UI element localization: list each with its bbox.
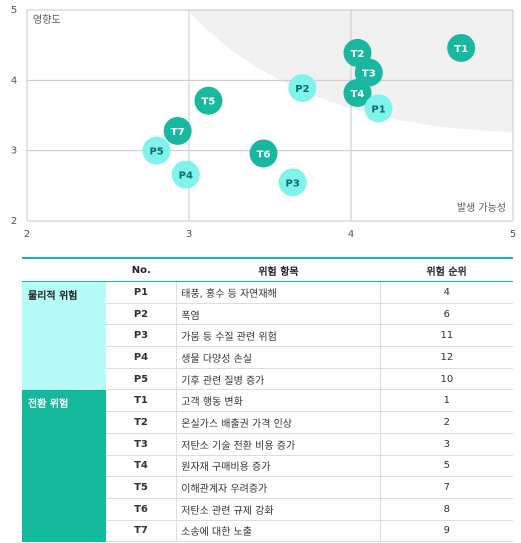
risk-rank: 10 — [379, 368, 513, 391]
risk-item: 저탄소 기술 전환 비용 증가 — [176, 433, 381, 456]
risk-rank: 9 — [379, 520, 513, 543]
point — [163, 116, 192, 145]
risk-item: 온실가스 배출권 가격 인상 — [176, 411, 381, 434]
risk-item: 생물 다양성 손실 — [176, 346, 381, 369]
risk-item: 소송에 대한 노출 — [176, 520, 381, 543]
risk-rank: 2 — [379, 411, 513, 434]
risk-rank: 7 — [379, 476, 513, 499]
risk-item: 폭염 — [176, 303, 381, 326]
table-row: T3 저탄소 기술 전환 비용 증가 3 — [22, 433, 513, 456]
risk-no: P5 — [105, 368, 177, 391]
risk-no: P3 — [105, 324, 177, 348]
risk-rank: 12 — [379, 346, 513, 369]
x-tick-label: 5 — [510, 229, 516, 240]
risk-rank: 1 — [379, 389, 513, 413]
point-label: P1 — [371, 104, 385, 115]
point — [343, 78, 372, 107]
risk-no: P1 — [105, 281, 177, 304]
table-row: P3 가뭄 등 수질 관련 위험 11 — [22, 324, 513, 348]
point — [364, 94, 393, 123]
risk-item: 저탄소 관련 규제 강화 — [176, 498, 381, 521]
point — [278, 168, 307, 197]
point-label: T4 — [351, 89, 365, 100]
point — [171, 160, 200, 189]
risk-rank: 8 — [379, 498, 513, 521]
point — [288, 74, 317, 103]
table-row: 전환 위험 T1 고객 행동 변화 1 — [22, 389, 513, 542]
table-row: T2 온실가스 배출권 가격 인상 2 — [22, 411, 513, 434]
y-tick-label: 4 — [11, 75, 17, 86]
risk-no: P4 — [105, 346, 177, 369]
y-tick-label: 5 — [11, 5, 17, 16]
point-label: T1 — [454, 44, 468, 55]
point-label: T5 — [202, 97, 216, 108]
risk-no: T4 — [105, 455, 177, 478]
header-cell — [22, 257, 106, 282]
risk-rank: 4 — [379, 281, 513, 304]
risk-rank: 3 — [379, 433, 513, 456]
y-tick-label: 2 — [11, 216, 17, 227]
risk-no: T7 — [105, 520, 177, 543]
point-label: P2 — [295, 84, 309, 95]
point — [447, 33, 476, 62]
table-row: P4 생물 다양성 손실 12 — [22, 346, 513, 369]
risk-table: No. 위험 항목 위험 순위 물리적 위험 P1 태풍, 홍수 등 자연재해 4 P2 폭염 6… — [22, 257, 513, 543]
risk-no: T1 — [105, 389, 177, 413]
risk-no: T5 — [105, 476, 177, 499]
risk-no: T3 — [105, 433, 177, 456]
table-row: T7 소송에 대한 노출 9 — [22, 520, 513, 543]
group-cell: 물리적 위험 — [22, 281, 106, 390]
risk-no: T6 — [105, 498, 177, 521]
x-tick-label: 3 — [186, 229, 192, 240]
table-row: T4 원자재 구매비용 증가 5 — [22, 455, 513, 478]
y-axis-label: 영향도 — [33, 14, 61, 26]
risk-item: 이해관계자 우려증가 — [176, 476, 381, 499]
risk-item: 가뭄 등 수질 관련 위험 — [176, 324, 381, 348]
risk-item: 고객 행동 변화 — [176, 389, 381, 413]
point — [142, 136, 171, 165]
risk-no: T2 — [105, 411, 177, 434]
y-tick-label: 3 — [11, 146, 17, 157]
table-row: T5 이해관계자 우려증가 7 — [22, 476, 513, 499]
x-tick-label: 4 — [348, 229, 354, 240]
risk-no: P2 — [105, 303, 177, 326]
point — [249, 139, 278, 168]
point-label: T7 — [171, 127, 185, 138]
risk-item: 태풍, 홍수 등 자연재해 — [176, 281, 381, 304]
header-row: No. 위험 항목 위험 순위 — [22, 257, 513, 282]
chart: 영향도 발생 가능성 2 3 4 5 2 3 4 5 T1 T2 T3 T4 T5 T6 T7 P1 P2 P3 P… — [11, 5, 516, 240]
risk-item: 원자재 구매비용 증가 — [176, 455, 381, 478]
table-row: P5 기후 관련 질병 증가 10 — [22, 368, 513, 391]
table-row: T6 저탄소 관련 규제 강화 8 — [22, 498, 513, 521]
risk-rank: 6 — [379, 303, 513, 326]
point-label: P5 — [149, 147, 163, 158]
header-cell: 위험 항목 — [176, 257, 381, 282]
group-cell: 전환 위험 — [22, 389, 106, 542]
risk-item: 기후 관련 질병 증가 — [176, 368, 381, 391]
point — [194, 86, 223, 115]
header-cell: 위험 순위 — [380, 257, 513, 282]
header-cell: No. — [105, 257, 177, 282]
point-label: T2 — [351, 49, 365, 60]
risk-rank: 5 — [379, 455, 513, 478]
table-row: 물리적 위험 P1 태풍, 홍수 등 자연재해 4 — [22, 281, 513, 390]
point-label: P4 — [179, 171, 193, 182]
point-label: T6 — [257, 149, 271, 160]
point-label: T3 — [362, 69, 376, 80]
table-row: P2 폭염 6 — [22, 303, 513, 326]
x-axis-label: 발생 가능성 — [457, 202, 506, 214]
point-label: P3 — [286, 178, 300, 189]
x-tick-label: 2 — [24, 229, 30, 240]
risk-rank: 11 — [379, 324, 513, 348]
point — [354, 58, 383, 87]
